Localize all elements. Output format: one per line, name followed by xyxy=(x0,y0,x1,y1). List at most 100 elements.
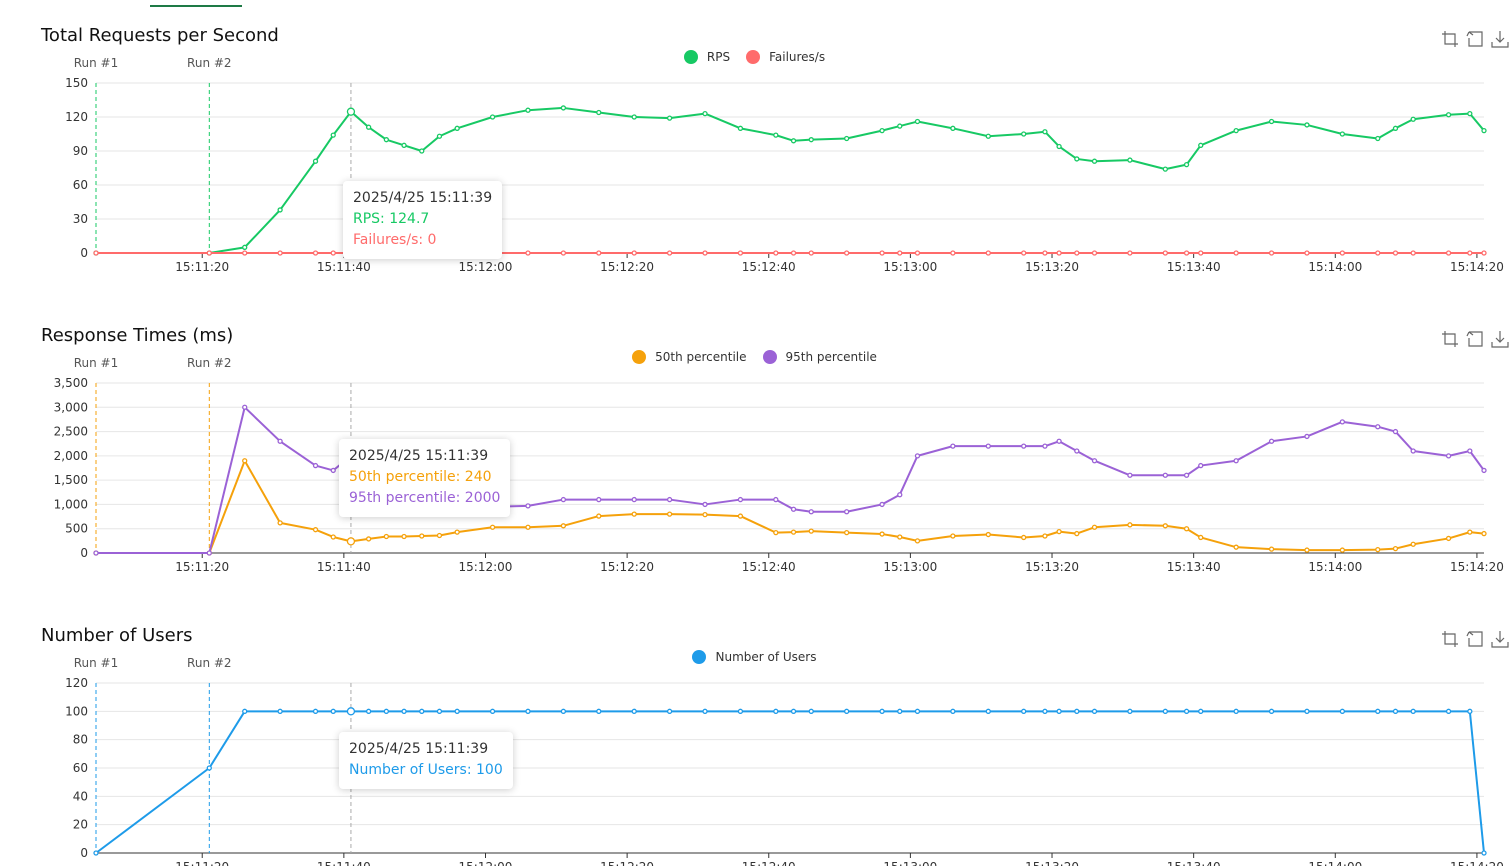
data-point xyxy=(790,506,797,512)
chart-toolbox xyxy=(1441,330,1509,348)
y-tick-label: 150 xyxy=(65,76,88,90)
crop-zoom-icon[interactable] xyxy=(1441,330,1459,348)
data-point xyxy=(242,244,248,250)
data-point xyxy=(1392,250,1399,256)
x-tick-label: 15:13:40 xyxy=(1167,560,1221,574)
data-point xyxy=(1467,448,1473,454)
data-point xyxy=(844,509,850,515)
data-point xyxy=(489,524,496,530)
data-point xyxy=(596,513,602,519)
data-point xyxy=(560,523,567,529)
data-point xyxy=(897,708,903,714)
x-tick-label: 15:12:20 xyxy=(600,860,654,866)
x-tick-label: 15:12:00 xyxy=(459,560,513,574)
legend-label: RPS xyxy=(706,50,731,64)
users-chart-svg[interactable]: 0 20 40 60 80 100 120 15:11:20 15:11:40 15:12:00 1… xyxy=(0,600,1509,866)
data-point xyxy=(1091,524,1098,530)
data-point xyxy=(844,708,850,714)
tooltip-line-p50: 50th percentile: 240 xyxy=(349,469,492,485)
rps-chart-svg[interactable]: 0 30 60 90 120 150 15:11:20 15:11:40 15:12:00 15:… xyxy=(0,0,1509,300)
crop-zoom-icon[interactable] xyxy=(1441,30,1459,48)
data-point xyxy=(277,438,283,444)
data-point xyxy=(401,142,407,148)
data-point xyxy=(1375,250,1381,256)
y-tick-label: 120 xyxy=(65,110,88,124)
data-point xyxy=(1481,467,1487,474)
data-point xyxy=(1042,250,1048,256)
data-point xyxy=(525,250,531,256)
data-point xyxy=(560,708,567,714)
data-point xyxy=(1056,528,1062,535)
users-chart-panel: Number of Users Number of Users 0 20 40 60 8… xyxy=(0,600,1509,866)
data-point xyxy=(596,250,602,256)
restore-icon[interactable] xyxy=(1466,330,1484,348)
data-point xyxy=(985,443,991,449)
y-tick-label: 60 xyxy=(73,761,88,775)
data-point xyxy=(1304,122,1310,128)
legend-dot xyxy=(692,650,707,664)
run-marker-label: Run #2 xyxy=(187,656,232,670)
legend-item-p50[interactable]: 50th percentile xyxy=(632,350,747,364)
download-icon[interactable] xyxy=(1491,630,1509,648)
data-point xyxy=(596,708,602,714)
data-point xyxy=(525,503,531,509)
data-point xyxy=(702,501,708,508)
legend-item-p95[interactable]: 95th percentile xyxy=(762,350,877,364)
data-point xyxy=(560,496,567,503)
data-point xyxy=(950,250,956,256)
data-point xyxy=(1339,708,1346,714)
x-tick-label: 15:13:20 xyxy=(1025,560,1079,574)
data-point xyxy=(401,533,407,540)
run-marker-label: Run #1 xyxy=(74,656,119,670)
download-icon[interactable] xyxy=(1491,30,1509,48)
legend-item-failures[interactable]: Failures/s xyxy=(746,50,825,64)
data-point xyxy=(242,404,248,410)
data-point xyxy=(242,708,248,714)
y-tick-label: 0 xyxy=(80,546,88,560)
x-tick-label: 15:13:00 xyxy=(883,260,937,274)
data-point xyxy=(525,708,531,714)
data-point xyxy=(383,533,389,540)
data-point xyxy=(365,708,372,714)
data-point xyxy=(1042,443,1048,449)
data-point xyxy=(1183,708,1190,714)
data-point xyxy=(666,708,673,714)
x-tick-label: 15:14:20 xyxy=(1450,860,1504,866)
tooltip-line-failures: Failures/s: 0 xyxy=(353,232,437,248)
download-icon[interactable] xyxy=(1491,330,1509,348)
crop-zoom-icon[interactable] xyxy=(1441,630,1459,648)
tooltip-line-rps: RPS: 124.7 xyxy=(353,211,430,227)
y-tick-label: 500 xyxy=(65,522,88,536)
data-point xyxy=(525,524,531,530)
y-tick-label: 2,500 xyxy=(54,425,88,439)
data-point xyxy=(790,708,797,714)
data-point xyxy=(312,158,319,164)
response-times-chart-svg[interactable]: 0 500 1,000 1,500 2,000 2,500 3,000 3,500 15:11:… xyxy=(0,300,1509,600)
legend-item-rps[interactable]: RPS xyxy=(683,50,731,64)
series-line xyxy=(95,710,1485,854)
data-point xyxy=(1410,116,1416,122)
data-point xyxy=(1183,250,1190,256)
data-point xyxy=(312,462,319,469)
y-tick-label: 60 xyxy=(73,178,88,192)
active-tab-indicator[interactable] xyxy=(150,5,242,7)
data-point xyxy=(1392,428,1399,435)
x-tick-label: 15:11:20 xyxy=(175,560,229,574)
restore-icon[interactable] xyxy=(1466,30,1484,48)
response-times-chart-panel: Response Times (ms) 50th percentile 95th… xyxy=(0,300,1509,600)
y-tick-label: 30 xyxy=(73,212,88,226)
data-point xyxy=(1198,708,1204,714)
legend-item-users[interactable]: Number of Users xyxy=(692,650,817,664)
data-point xyxy=(1074,448,1080,454)
data-point xyxy=(950,708,956,714)
data-point xyxy=(419,533,425,539)
data-point xyxy=(790,250,797,256)
data-point xyxy=(985,250,991,256)
data-point xyxy=(419,148,425,154)
data-point xyxy=(631,496,637,503)
restore-icon[interactable] xyxy=(1466,630,1484,648)
data-point xyxy=(242,250,248,256)
data-point xyxy=(419,708,425,714)
data-point xyxy=(1268,250,1275,256)
data-point xyxy=(737,513,744,519)
